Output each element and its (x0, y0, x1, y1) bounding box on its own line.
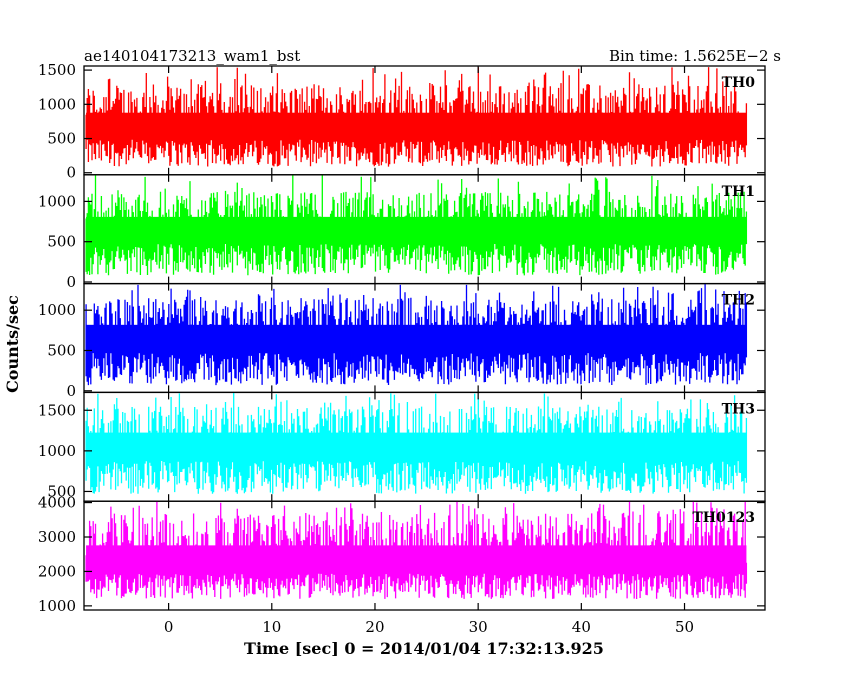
panel-label: TH3 (722, 401, 755, 417)
panel-frame (83, 500, 766, 611)
y-axis-label: Counts/sec (3, 295, 22, 393)
panel-label: TH2 (722, 293, 755, 309)
y-tick-label: 500 (47, 341, 76, 359)
y-tick-label: 1000 (38, 95, 76, 113)
y-tick-label: 1500 (38, 401, 76, 419)
x-tick-label: 40 (572, 618, 591, 636)
x-axis-label: Time [sec] 0 = 2014/01/04 17:32:13.925 (244, 639, 604, 658)
y-tick-label: 0 (66, 164, 76, 182)
y-tick-label: 1000 (38, 301, 76, 319)
x-tick-label: 10 (262, 618, 281, 636)
panel-th1: 0 500 1000 TH1 (38, 174, 766, 291)
y-tick-label: 500 (47, 233, 76, 251)
chart-title: ae140104173213_wam1_bst (84, 47, 300, 65)
y-tick-label: 500 (47, 130, 76, 148)
y-tick-label: 500 (47, 482, 76, 500)
series-th0-core (86, 112, 747, 138)
panel-th0: 0 500 1000 1500 TH0 (38, 61, 766, 182)
series-th0123-core (86, 545, 747, 572)
y-tick-label: 1000 (38, 192, 76, 210)
panel-th3: 500 1000 1500 TH3 (38, 391, 766, 502)
y-tick-label: 1500 (38, 61, 76, 79)
panel-th2: 0 500 1000 TH2 (38, 282, 766, 400)
y-tick-label: 0 (66, 273, 76, 291)
bin-time-label: Bin time: 1.5625E−2 s (609, 47, 781, 65)
series-th3-core (86, 432, 747, 459)
x-tick-label: 50 (675, 618, 694, 636)
y-tick-label: 0 (66, 382, 76, 400)
y-tick-label: 4000 (38, 494, 76, 512)
x-tick-label: 0 (164, 618, 174, 636)
series-th1-core (86, 216, 747, 242)
x-tick-label: 20 (365, 618, 384, 636)
panel-label: TH1 (722, 184, 755, 200)
x-tick-label: 30 (469, 618, 488, 636)
panel-label: TH0123 (692, 510, 755, 526)
y-tick-label: 1000 (38, 442, 76, 460)
panel-th0123: 1000 2000 3000 4000 TH0123 (38, 494, 766, 615)
panel-label: TH0 (722, 75, 756, 91)
y-tick-label: 1000 (38, 597, 76, 615)
x-axis-ticks: 0 10 20 30 40 50 (164, 618, 694, 636)
y-tick-label: 2000 (38, 562, 76, 580)
panels: 0 500 1000 1500 TH0 0 500 1000 TH1 0 500 1000 TH2 500… (38, 61, 766, 615)
y-tick-label: 3000 (38, 528, 76, 546)
series-th2-core (86, 324, 747, 351)
